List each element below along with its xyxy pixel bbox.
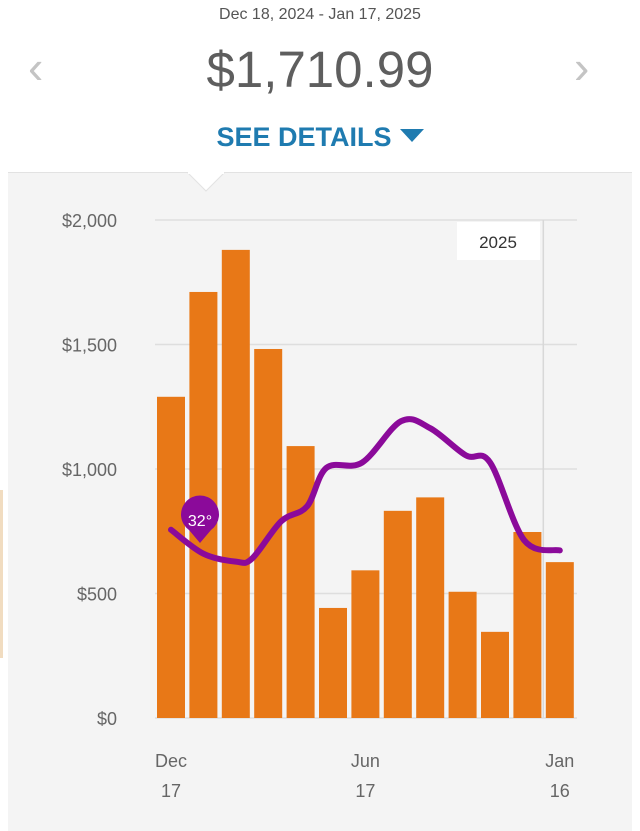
edge-sliver <box>0 490 3 658</box>
y-tick-label: $2,000 <box>62 211 117 231</box>
total-amount: $1,710.99 <box>206 41 434 98</box>
bar <box>157 396 185 718</box>
year-label-box <box>457 222 540 260</box>
temperature-pin-icon <box>181 495 219 543</box>
x-tick-day: 17 <box>355 781 375 801</box>
bar <box>448 591 477 718</box>
bar <box>319 607 347 718</box>
bar <box>513 531 542 718</box>
date-range: Dec 18, 2024 - Jan 17, 2025 <box>219 6 421 23</box>
x-tick-month: Jun <box>351 751 380 771</box>
bar <box>481 631 509 718</box>
panel-notch <box>186 172 226 192</box>
see-details-button[interactable]: SEE DETAILS <box>0 122 640 153</box>
bar <box>221 249 250 718</box>
x-tick-month: Dec <box>155 751 187 771</box>
x-tick-day: 17 <box>161 781 181 801</box>
temperature-pin-label: 32° <box>188 513 212 530</box>
temperature-line <box>168 416 563 566</box>
chevron-right-icon[interactable]: › <box>574 41 590 93</box>
y-tick-label: $0 <box>97 709 117 729</box>
bar <box>416 497 445 718</box>
bar <box>351 570 380 718</box>
chart-panel <box>8 172 632 831</box>
bar <box>383 510 412 718</box>
bar <box>545 562 574 718</box>
x-tick-day: 16 <box>550 781 570 801</box>
y-tick-label: $1,000 <box>62 460 117 480</box>
y-tick-label: $500 <box>77 585 117 605</box>
chevron-left-icon[interactable]: ‹ <box>28 41 44 93</box>
year-label: 2025 <box>479 233 517 252</box>
bar <box>286 446 315 718</box>
y-tick-label: $1,500 <box>62 336 117 356</box>
see-details-label: SEE DETAILS <box>216 122 392 152</box>
x-tick-month: Jan <box>545 751 574 771</box>
caret-down-icon <box>399 129 424 142</box>
